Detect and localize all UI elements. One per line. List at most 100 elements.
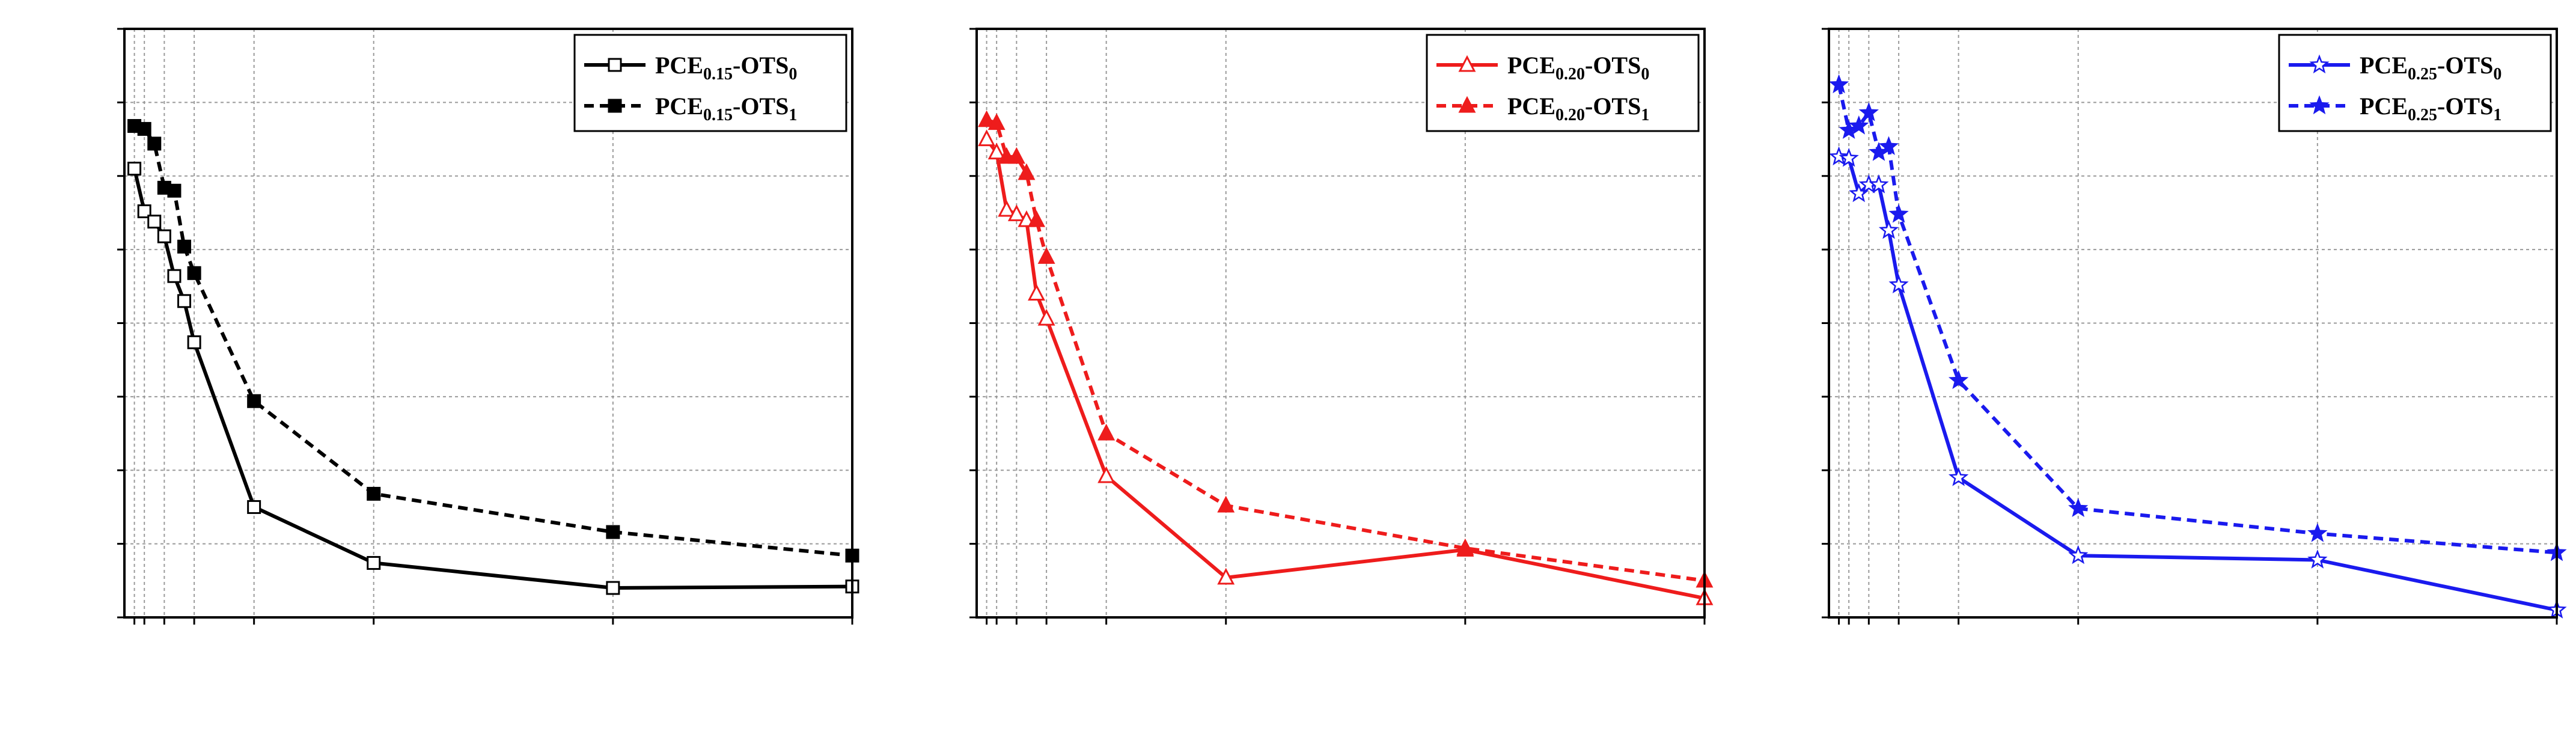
data-point [1217,567,1235,585]
data-point [1018,163,1036,180]
data-point [147,215,162,229]
data-point [247,500,261,514]
data-point [1888,203,1909,223]
legend-label: PCE0.25-OTS1 [2360,93,2501,124]
data-point [147,136,162,151]
data-point [137,121,151,136]
legend-text-part: PCE [1507,93,1555,120]
data-point [1037,308,1055,326]
data-point [1028,210,1046,227]
legend-text-part: PCE [2360,52,2408,79]
data-point [1948,467,1969,486]
data-point [1869,174,1889,194]
data-point [606,581,620,595]
data-point [177,294,192,308]
legend-label: PCE0.20-OTS1 [1507,93,1649,124]
data-point [167,183,182,198]
legend-subscript: 0.15 [703,106,733,124]
data-point [2068,498,2089,518]
data-point [127,162,142,176]
data-point [137,204,151,218]
data-point [606,525,620,539]
legend-subscript: 1 [789,106,797,124]
data-point [1888,274,1909,294]
data-point [978,110,996,127]
data-point [998,200,1016,217]
legend-text-part: PCE [655,52,703,79]
legend-label: PCE0.25-OTS0 [2360,52,2501,84]
data-point [1828,74,1849,94]
series-line [986,118,1705,583]
data-point [157,229,171,243]
legend-subscript: 0.20 [1555,65,1585,84]
legend-box [573,34,847,132]
data-point [1007,204,1025,221]
legend-text-part: -OTS [2437,52,2493,79]
legend-text-part: -OTS [2437,93,2493,120]
data-point [987,113,1006,130]
legend-text-part: PCE [2360,93,2408,120]
series-1 [127,162,859,595]
data-point [367,486,381,501]
data-point [1858,102,1879,121]
legend-marker [608,99,622,113]
legend-text-part: -OTS [733,52,789,79]
legend-label: PCE0.20-OTS0 [1507,52,1649,84]
series-2 [1828,74,2567,561]
legend-label: PCE0.15-OTS0 [655,52,797,84]
legend-subscript: 0.25 [2408,65,2437,84]
legend-marker [2309,95,2330,115]
data-point [2307,523,2328,542]
legend-subscript: 0 [789,65,797,84]
legend-subscript: 1 [2493,106,2501,124]
data-point [1828,146,1849,166]
legend-subscript: 1 [1641,106,1649,124]
legend-marker [1458,96,1476,113]
data-point [1007,147,1025,164]
data-point [978,129,996,147]
legend-text-part: -OTS [1585,52,1641,79]
data-point [987,142,1006,160]
series-1 [1828,146,2567,619]
data-point [187,266,201,280]
legend-subscript: 0.25 [2408,106,2437,124]
legend-text-part: PCE [1507,52,1555,79]
legend-marker [1458,55,1476,72]
series-2 [127,119,859,563]
legend-subscript: 0.20 [1555,106,1585,124]
data-point [187,335,201,349]
data-point [177,239,192,254]
legend-box [2278,34,2552,132]
data-point [1878,219,1899,239]
legend-subscript: 0 [1641,65,1649,84]
legend-text-part: PCE [655,93,703,120]
data-point [2307,549,2328,569]
legend-marker [2309,54,2330,74]
data-point [1037,247,1055,264]
data-point [367,555,381,570]
legend-text-part: -OTS [1585,93,1641,120]
data-point [1839,147,1859,167]
data-point [167,269,182,283]
series-1 [978,129,1714,605]
data-point [2068,545,2089,564]
series-2 [978,110,1714,588]
data-point [1456,538,1474,555]
legend-marker [608,58,622,72]
legend-subscript: 0.15 [703,65,733,84]
data-point [1097,423,1116,441]
data-point [1217,495,1235,513]
data-point [1097,466,1116,483]
data-point [1849,115,1869,135]
legend-box [1426,34,1700,132]
data-point [1028,284,1046,301]
legend-label: PCE0.15-OTS1 [655,93,797,124]
data-point [1878,136,1899,155]
